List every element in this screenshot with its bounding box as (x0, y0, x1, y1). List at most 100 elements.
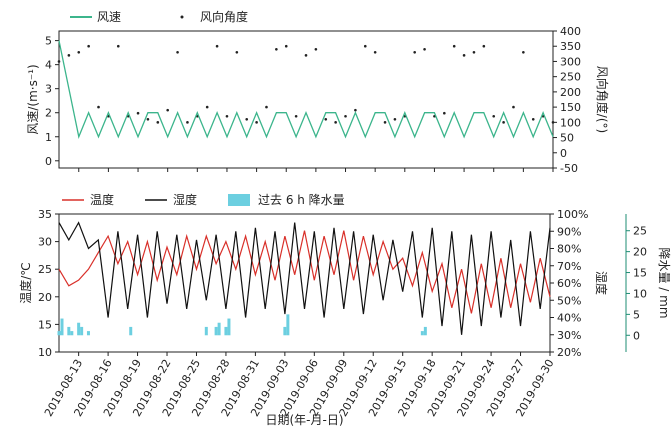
wind-direction-point (245, 117, 249, 121)
wind-direction-point (225, 114, 229, 118)
plot-frame (58, 30, 554, 169)
humidity-axis-tick-label: 20% (557, 346, 581, 359)
legend-precip-label: 过去 6 h 降水量 (258, 193, 345, 207)
y-right-tick-label: 350 (560, 40, 581, 53)
wind-direction-point (462, 54, 466, 57)
wind-direction-point (551, 121, 555, 124)
legend-temp-label: 温度 (90, 192, 114, 207)
y-left-axis-label: 风速/(m·s⁻¹) (26, 64, 40, 134)
precip-bar (77, 322, 81, 336)
wind-direction-point (531, 117, 535, 121)
wind-direction-point (472, 51, 476, 54)
temp-axis-tick-label: 25 (38, 263, 52, 276)
wind-direction-point (136, 111, 140, 115)
wind-direction-point (344, 114, 347, 118)
precip-bar (420, 331, 424, 336)
precip-axis-label: 降水量 / mm (657, 247, 671, 318)
precip-bar (57, 331, 61, 336)
temp-axis-tick-label: 10 (38, 346, 52, 359)
wind-direction-point (215, 44, 219, 48)
wind-direction-point (512, 105, 515, 109)
y-right-tick-label: -50 (560, 162, 578, 175)
precip-bar (60, 318, 64, 336)
wind-direction-point (87, 44, 90, 48)
precip-bar (70, 331, 74, 336)
temp-axis-label: 温度/℃ (18, 262, 33, 304)
wind-direction-point (255, 121, 258, 124)
precip-axis-tick-label: 15 (633, 267, 647, 280)
y-right-axis-label: 风向角度/(°) (595, 66, 610, 133)
wind-direction-point (324, 117, 328, 121)
humidity-axis-tick-label: 30% (557, 329, 581, 342)
precip-bar (129, 326, 133, 336)
precip-axis-tick-label: 5 (633, 308, 640, 321)
wind-direction-point (423, 47, 426, 51)
wind-direction-point (265, 105, 268, 109)
humidity-axis-label: 湿度 (594, 271, 609, 295)
y-left-tick-label: 2 (45, 107, 52, 120)
wind-direction-point (186, 121, 189, 124)
y-left-tick-label: 3 (45, 83, 52, 96)
wind-direction-point (452, 44, 456, 48)
legend-precip-swatch (228, 194, 250, 206)
precip-bar (86, 331, 90, 336)
y-right-tick-label: 150 (560, 101, 581, 114)
wind-direction-point (275, 47, 278, 51)
precip-bar (283, 326, 287, 336)
wind-direction-point (116, 44, 120, 48)
temp-axis-tick-label: 15 (38, 318, 52, 331)
precip-axis-tick-label: 10 (633, 287, 647, 300)
wind-direction-point (77, 51, 81, 54)
wind-direction-point (235, 51, 239, 54)
wind-direction-point (502, 121, 505, 124)
humidity-axis-tick-label: 90% (557, 225, 581, 238)
humidity-axis-tick-label: 70% (557, 260, 581, 273)
wind-direction-point (354, 108, 357, 112)
temp-axis-tick-label: 20 (38, 291, 52, 304)
wind-direction-point (166, 108, 169, 112)
wind-direction-point (522, 51, 525, 54)
y-right-tick-label: 300 (560, 55, 581, 68)
y-left-tick-label: 0 (45, 155, 52, 168)
wind-direction-point (393, 117, 397, 121)
wind-direction-point (413, 51, 416, 54)
precip-bar (204, 326, 208, 336)
precip-bar (67, 326, 71, 336)
legend-wind-direction-label: 风向角度 (200, 9, 248, 24)
wind-direction-point (492, 114, 496, 118)
legend-wind-direction-swatch (180, 15, 184, 19)
precip-bar (217, 322, 221, 336)
y-left-tick-label: 1 (45, 131, 52, 144)
y-right-tick-label: 400 (560, 25, 581, 38)
temp-axis-tick-label: 35 (38, 208, 52, 221)
precip-axis-tick-label: 25 (633, 225, 647, 238)
y-left-tick-label: 5 (45, 35, 52, 48)
temp-axis-tick-label: 30 (38, 236, 52, 249)
wind-direction-point (314, 47, 318, 51)
y-left-tick-label: 4 (45, 59, 52, 72)
y-right-tick-label: 100 (560, 116, 581, 129)
legend-humidity-label: 湿度 (173, 192, 197, 207)
humidity-axis-tick-label: 50% (557, 294, 581, 307)
humidity-axis-tick-label: 80% (557, 243, 581, 256)
wind-direction-point (146, 117, 150, 121)
wind-direction-point (156, 121, 160, 124)
wind-direction-point (304, 54, 308, 57)
humidity-line (58, 221, 551, 335)
precip-bar (80, 326, 84, 336)
y-right-tick-label: 250 (560, 71, 581, 84)
wind-direction-point (97, 105, 100, 109)
legend-wind-speed-label: 风速 (97, 10, 121, 24)
precip-bar (227, 318, 231, 336)
wind-direction-point (176, 51, 179, 54)
wind-direction-point (205, 105, 209, 109)
x-axis-label: 日期(年-月-日) (265, 413, 343, 427)
humidity-axis-tick-label: 40% (557, 312, 581, 325)
wind-direction-point (443, 111, 446, 115)
precip-bar (214, 326, 218, 336)
y-right-tick-label: 200 (560, 86, 581, 99)
wind-direction-point (57, 60, 61, 63)
y-right-tick-label: 50 (560, 132, 574, 145)
precip-bar (286, 314, 290, 336)
humidity-axis-tick-label: 60% (557, 277, 581, 290)
